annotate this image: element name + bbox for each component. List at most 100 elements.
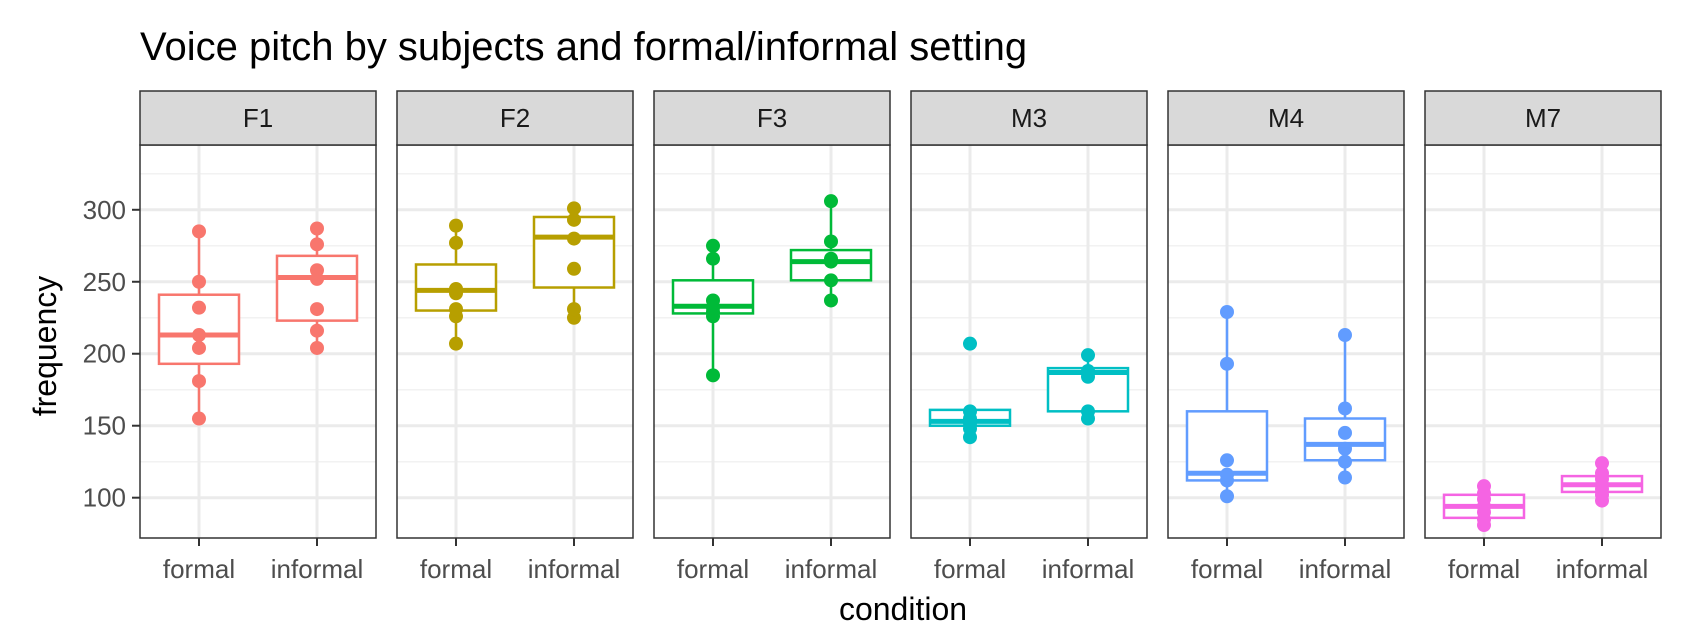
facet-panel-m7: M7 formal informal <box>1424 90 1662 584</box>
x-tick-label: formal <box>1191 554 1263 584</box>
data-point <box>824 194 838 209</box>
boxplot-m3-informal <box>1046 348 1130 426</box>
data-point <box>567 201 581 216</box>
x-tick-label: informal <box>1042 554 1134 584</box>
facet-panel-m4: M4 formal informal <box>1167 90 1405 584</box>
chart-title: Voice pitch by subjects and formal/infor… <box>140 25 1027 69</box>
data-point <box>1338 328 1352 343</box>
data-point <box>1081 364 1095 379</box>
facet-strip <box>1424 90 1662 146</box>
data-point <box>1338 441 1352 456</box>
facet-panel-f3: F3 formal informal <box>653 90 891 584</box>
data-point <box>192 374 206 389</box>
data-point <box>1220 467 1234 482</box>
facet-strip <box>139 90 377 146</box>
facet-strip <box>396 90 634 146</box>
boxplot-m7-informal <box>1560 456 1644 508</box>
boxplot-f1-formal <box>157 224 241 426</box>
data-point <box>1081 404 1095 419</box>
x-tick-label: informal <box>1556 554 1648 584</box>
box <box>532 215 616 289</box>
y-tick-label: 300 <box>83 195 126 225</box>
facet-strip-label: M3 <box>1011 103 1047 133</box>
facet-panel-f2: F2 formal informal <box>396 90 634 584</box>
x-tick-label: formal <box>163 554 235 584</box>
data-point <box>192 274 206 289</box>
data-point <box>192 300 206 315</box>
data-point <box>1338 425 1352 440</box>
data-point <box>824 293 838 308</box>
data-point <box>449 218 463 233</box>
facet-strip-label: F2 <box>500 103 530 133</box>
data-point <box>567 212 581 227</box>
facet-strip <box>910 90 1148 146</box>
facet-strip-label: M4 <box>1268 103 1304 133</box>
data-point <box>449 281 463 296</box>
boxplot-m4-informal <box>1303 328 1387 485</box>
data-point <box>1338 454 1352 469</box>
boxplot-f2-informal <box>532 201 616 325</box>
x-tick-label: formal <box>420 554 492 584</box>
boxplot-m4-formal <box>1185 304 1269 504</box>
panel-background <box>654 145 890 538</box>
data-point <box>824 234 838 249</box>
x-tick-label: informal <box>271 554 363 584</box>
facet-panels: F1 formal informal F2 formal informal F3 formal… <box>139 90 1662 584</box>
x-tick-label: informal <box>1299 554 1391 584</box>
x-tick-label: formal <box>1448 554 1520 584</box>
data-point <box>449 302 463 317</box>
data-point <box>824 273 838 288</box>
data-point <box>192 328 206 343</box>
x-axis-title: condition <box>839 591 967 627</box>
data-point <box>310 237 324 252</box>
y-tick-label: 200 <box>83 339 126 369</box>
data-point <box>1595 466 1609 481</box>
data-point <box>706 238 720 253</box>
panel-background <box>397 145 633 538</box>
x-tick-label: formal <box>934 554 1006 584</box>
facet-strip <box>653 90 891 146</box>
y-axis: 100 150 200 250 300 <box>83 195 140 513</box>
boxplot-f3-formal <box>671 238 755 383</box>
data-point <box>1081 348 1095 363</box>
x-tick-label: informal <box>528 554 620 584</box>
data-point <box>706 293 720 308</box>
data-point <box>963 336 977 351</box>
data-point <box>1220 489 1234 504</box>
boxplot-m3-formal <box>928 336 1012 445</box>
x-tick-label: informal <box>785 554 877 584</box>
facet-panel-f1: F1 formal informal <box>139 90 377 584</box>
data-point <box>1338 470 1352 485</box>
data-point <box>1220 356 1234 371</box>
y-axis-title: frequency <box>27 276 63 417</box>
y-tick-label: 100 <box>83 483 126 513</box>
facet-strip-label: M7 <box>1525 103 1561 133</box>
data-point <box>192 411 206 426</box>
data-point <box>824 251 838 266</box>
data-point <box>192 224 206 239</box>
data-point <box>963 404 977 419</box>
data-point <box>192 340 206 355</box>
data-point <box>1338 401 1352 416</box>
data-point <box>310 340 324 355</box>
boxplot-f2-formal <box>414 218 498 351</box>
panel-background <box>911 145 1147 538</box>
facet-strip-label: F1 <box>243 103 273 133</box>
data-point <box>567 302 581 317</box>
data-point <box>1477 479 1491 494</box>
facet-panel-m3: M3 formal informal <box>910 90 1148 584</box>
facet-strip <box>1167 90 1405 146</box>
data-point <box>449 336 463 351</box>
data-point <box>310 302 324 317</box>
y-tick-label: 150 <box>83 411 126 441</box>
data-point <box>1595 456 1609 471</box>
boxplot-m7-formal <box>1442 479 1526 533</box>
data-point <box>310 221 324 236</box>
data-point <box>567 231 581 246</box>
facet-strip-label: F3 <box>757 103 787 133</box>
y-tick-label: 250 <box>83 267 126 297</box>
x-tick-label: formal <box>677 554 749 584</box>
data-point <box>567 261 581 276</box>
data-point <box>310 323 324 338</box>
